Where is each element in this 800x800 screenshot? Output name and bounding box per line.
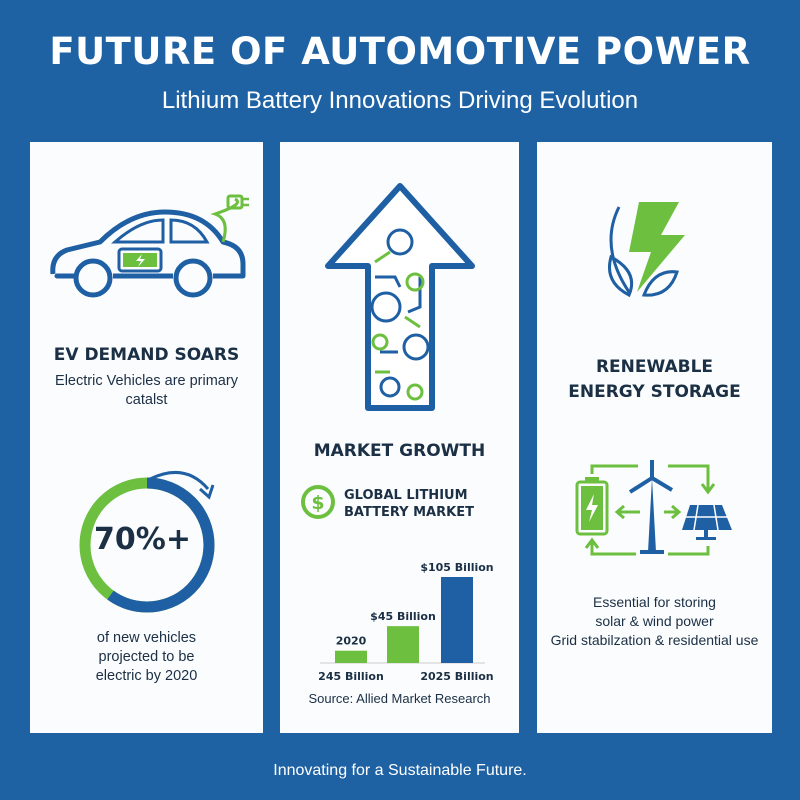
chart-top-label: $105 Billion [420,561,493,574]
electric-car-icon [50,194,249,298]
chart-bottom-label: 245 Billion [318,670,384,683]
market-growth-panel: MARKET GROWTH $ GLOBAL LITHIUM BATTERY M… [280,142,519,733]
chart-top-label: 2020 [336,635,367,648]
ev-desc-line3: electric by 2020 [95,668,198,684]
growth-arrow-gears-icon [325,183,475,411]
ev-subtext-line2: catalst [125,392,168,408]
market-heading: MARKET GROWTH [313,441,486,461]
ev-share-ring [79,471,215,613]
chart-bar [387,626,419,663]
renewable-desc-line2: solar & wind power [595,613,714,629]
ev-subtext-line1: Electric Vehicles are primary [55,373,238,389]
lightning-leaf-icon [608,202,685,298]
chart-top-label: $45 Billion [370,610,436,623]
curved-arrow-icon [149,471,210,490]
svg-text:$: $ [311,492,324,514]
ev-stat: 70%+ [94,522,191,557]
page-title: FUTURE OF AUTOMOTIVE POWER [49,30,751,73]
solar-panel-icon [682,504,732,540]
ev-demand-panel: EV DEMAND SOARS Electric Vehicles are pr… [30,142,263,733]
market-bar-chart: 2020 245 Billion $45 Billion $105 Billion 20… [318,561,493,683]
chart-bottom-label: 2025 Billion [420,670,493,683]
renewable-desc-line1: Essential for storing [593,594,716,610]
ev-desc-line1: of new vehicles [96,630,197,646]
market-source: Source: Allied Market Research [308,691,491,706]
energy-cycle-icon [575,460,732,556]
renewable-panel: RENEWABLE ENERGY STORAGE Essential for s… [537,142,772,733]
page-subtitle: Lithium Battery Innovations Driving Evol… [161,87,639,114]
renewable-desc-line3: Grid stabilzation & residential use [550,632,759,648]
battery-icon [575,477,609,536]
chart-bar [335,650,367,663]
footer-text: Innovating for a Sustainable Future. [273,762,527,779]
renewable-heading-line1: RENEWABLE [595,357,714,377]
market-subheading-line1: GLOBAL LITHIUM [344,488,468,503]
wind-turbine-icon [628,460,674,554]
dollar-icon: $ [301,485,335,519]
chart-bar [441,577,473,663]
ev-desc-line2: projected to be [98,649,195,665]
market-subheading-line2: BATTERY MARKET [344,505,474,520]
ring-blue-segment [79,477,215,613]
ev-heading: EV DEMAND SOARS [53,345,240,365]
renewable-heading-line2: ENERGY STORAGE [568,382,741,402]
